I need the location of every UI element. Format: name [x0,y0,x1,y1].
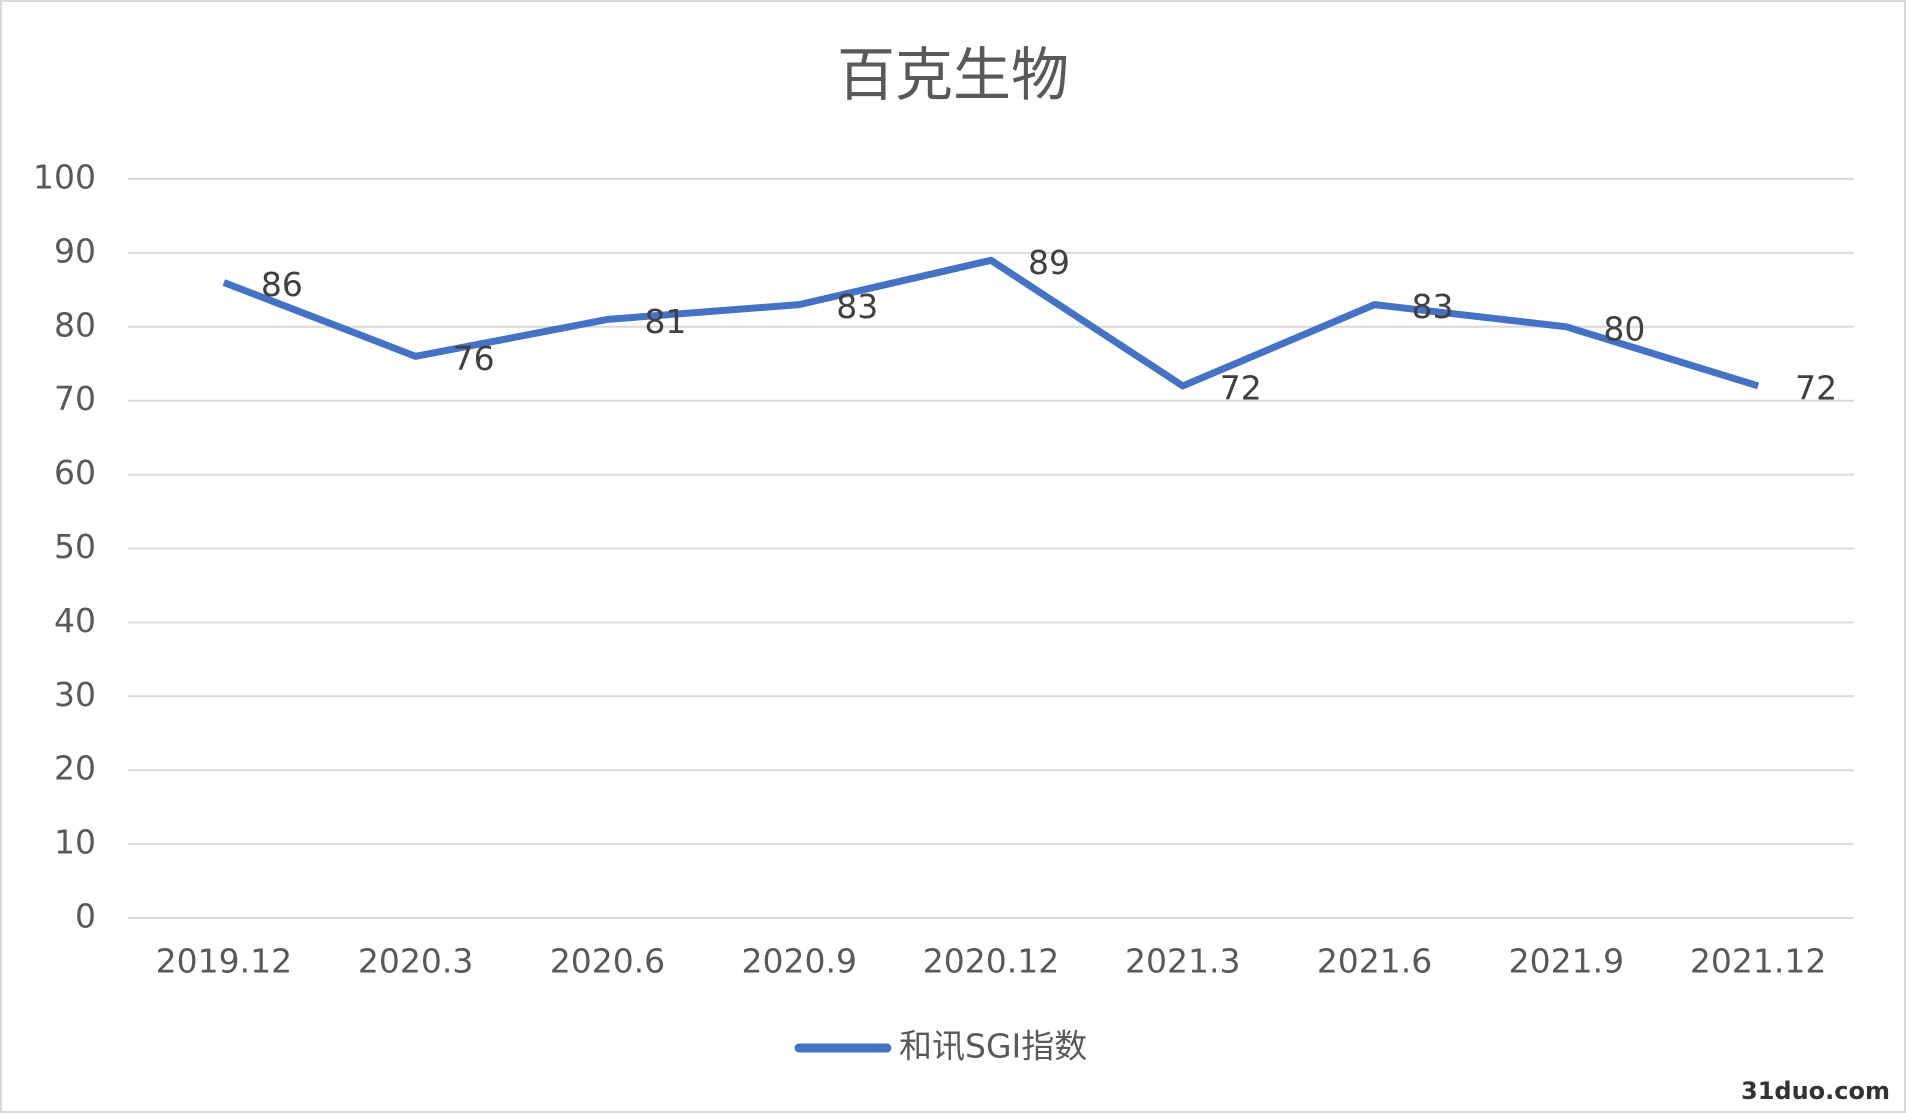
x-tick-label: 2021.12 [1690,942,1826,981]
line [222,256,1760,390]
data-label: 89 [1028,243,1070,282]
data-label: 81 [644,302,686,341]
y-tick-label: 90 [54,231,96,270]
data-label: 72 [1220,368,1262,407]
x-tick-label: 2020.6 [550,942,665,981]
y-tick-label: 30 [54,675,96,714]
x-tick-label: 2020.12 [923,942,1059,981]
data-label: 80 [1603,309,1645,348]
y-tick-label: 10 [54,823,96,862]
y-tick-label: 80 [54,305,96,344]
x-tick-label: 2020.3 [358,942,473,981]
y-tick-label: 40 [54,601,96,640]
y-tick-label: 100 [33,158,96,197]
data-label: 83 [836,287,878,326]
y-tick-label: 0 [75,897,96,936]
watermark: 31duo.com [1741,1077,1890,1105]
data-label: 83 [1412,287,1454,326]
x-tick-label: 2019.12 [156,942,292,981]
chart-title: 百克生物 [837,41,1069,109]
y-tick-label: 70 [54,379,96,418]
x-tick-label: 2020.9 [741,942,856,981]
legend-label: 和讯SGI指数 [899,1027,1087,1066]
x-tick-label: 2021.6 [1317,942,1432,981]
data-label: 86 [261,265,303,304]
data-label: 76 [453,339,495,378]
data-label: 72 [1795,368,1837,407]
y-tick-label: 60 [54,453,96,492]
y-tick-label: 20 [54,749,96,788]
x-tick-label: 2021.3 [1125,942,1240,981]
x-tick-label: 2021.9 [1509,942,1624,981]
y-tick-label: 50 [54,527,96,566]
